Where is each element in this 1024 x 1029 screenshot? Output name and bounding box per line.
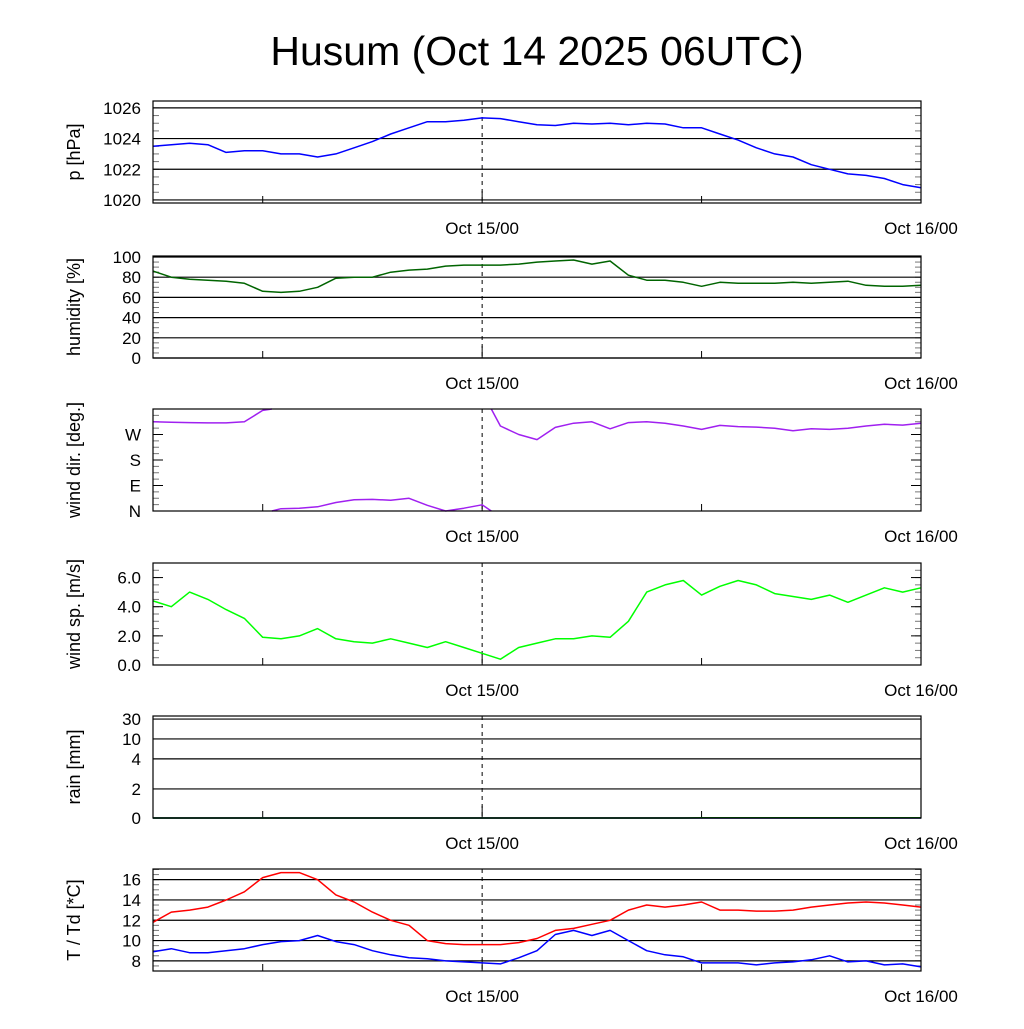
series-line-wind-direction [153, 409, 272, 423]
y-tick-label: 10 [122, 730, 141, 749]
series-line-wind-direction [272, 498, 491, 511]
panel-wind_speed: 0.0 2.0 4.0 6.0 wind sp. [m/s] Oct 15/00 Oct 1… [64, 559, 958, 700]
x-tick-label: Oct 15/00 [445, 834, 519, 853]
y-tick-label: N [129, 502, 141, 521]
y-tick-label: 2.0 [117, 627, 141, 646]
y-tick-label: S [130, 451, 141, 470]
y-tick-label: 0.0 [117, 656, 141, 675]
x-tick-label: Oct 15/00 [445, 987, 519, 1006]
series-line-pressure [153, 118, 921, 188]
plot-frame [153, 716, 921, 818]
x-tick-label: Oct 16/00 [884, 374, 958, 393]
y-tick-label: 0 [132, 809, 141, 828]
series-line-humidity [153, 260, 921, 292]
y-tick-label: 8 [132, 952, 141, 971]
y-tick-label: 16 [122, 871, 141, 890]
y-axis-label: humidity [%] [64, 258, 84, 356]
y-tick-label: 60 [122, 288, 141, 307]
y-axis-label: rain [mm] [64, 729, 84, 804]
x-tick-label: Oct 15/00 [445, 681, 519, 700]
y-axis-label: wind dir. [deg.] [64, 402, 84, 519]
y-tick-label: 4.0 [117, 598, 141, 617]
series-line-wind-direction [491, 409, 921, 440]
y-tick-label: 4 [132, 750, 141, 769]
y-tick-label: 6.0 [117, 569, 141, 588]
y-tick-label: 40 [122, 309, 141, 328]
y-tick-label: E [130, 477, 141, 496]
y-tick-label: 100 [113, 248, 141, 267]
plot-frame [153, 409, 921, 511]
y-tick-label: 20 [122, 329, 141, 348]
x-tick-label: Oct 16/00 [884, 219, 958, 238]
y-tick-label: 2 [132, 780, 141, 799]
y-tick-label: 1024 [103, 130, 141, 149]
plot-frame [153, 256, 921, 358]
chart-title: Husum (Oct 14 2025 06UTC) [270, 28, 803, 74]
x-tick-label: Oct 15/00 [445, 219, 519, 238]
y-tick-label: 1022 [103, 160, 141, 179]
x-tick-label: Oct 15/00 [445, 374, 519, 393]
y-tick-label: W [125, 426, 141, 445]
x-tick-label: Oct 15/00 [445, 527, 519, 546]
y-tick-label: 80 [122, 268, 141, 287]
x-tick-label: Oct 16/00 [884, 527, 958, 546]
x-tick-label: Oct 16/00 [884, 834, 958, 853]
series-line-t [153, 873, 921, 945]
y-axis-label: wind sp. [m/s] [64, 559, 84, 670]
y-tick-label: 14 [122, 891, 141, 910]
y-tick-label: 1020 [103, 191, 141, 210]
y-tick-label: 12 [122, 911, 141, 930]
y-tick-label: 30 [122, 710, 141, 729]
x-tick-label: Oct 16/00 [884, 987, 958, 1006]
y-tick-label: 10 [122, 932, 141, 951]
panel-pressure: 1020 1022 1024 1026 p [hPa] Oct 15/00 Oct 16/0… [64, 99, 958, 238]
y-tick-label: 1026 [103, 99, 141, 118]
y-tick-label: 0 [132, 349, 141, 368]
y-axis-label: p [hPa] [64, 123, 84, 180]
plot-frame [153, 563, 921, 665]
series-line-wind-speed [153, 581, 921, 660]
y-axis-label: T / Td [*C] [64, 879, 84, 960]
x-tick-label: Oct 16/00 [884, 681, 958, 700]
